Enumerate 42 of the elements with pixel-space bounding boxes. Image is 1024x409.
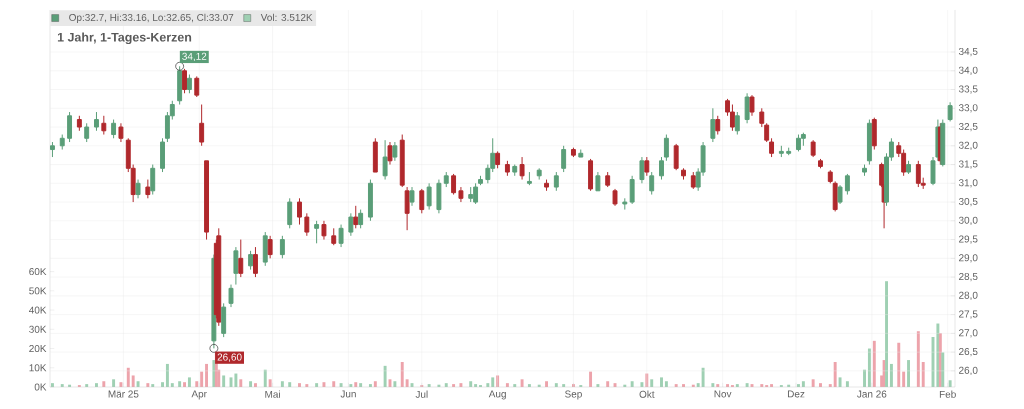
x-tick-label: Apr: [191, 390, 207, 400]
x-tick-label: Aug: [488, 390, 506, 400]
y-tick-label: 29,0: [959, 254, 978, 263]
text: 1 Jahr, 1-Tages-Kerzen: [57, 32, 192, 45]
y-tick-label: 33,5: [958, 85, 978, 94]
x-tick-label: Mai: [265, 390, 280, 398]
annotation: 26,60: [217, 353, 242, 362]
y-tick-label: 31,0: [958, 179, 978, 188]
legend-label: Vol: 3.512K: [260, 13, 313, 21]
y-tick-label: 27,5: [959, 310, 978, 319]
y2-tick-label: 50K: [29, 287, 47, 295]
x-tick-label: Jun: [340, 390, 356, 398]
y-tick-label: 33,0: [958, 104, 978, 113]
y2-tick-label: 20K: [29, 345, 47, 353]
y-tick-label: 31,5: [958, 160, 978, 169]
x-tick-label: Dez: [787, 390, 805, 398]
y2-tick-label: 60K: [29, 268, 47, 276]
y-tick-label: 28,0: [959, 291, 978, 300]
y-tick-label: 30,0: [958, 216, 978, 225]
y-tick-label: 29,5: [959, 235, 978, 244]
x-tick-label: Okt: [639, 390, 655, 398]
annotation: 34,12: [182, 52, 207, 62]
y2-tick-label: 40K: [28, 306, 47, 314]
x-tick-label: Jul: [415, 390, 428, 398]
y-tick-label: 34,5: [958, 47, 978, 57]
y-tick-label: 27,0: [959, 329, 978, 338]
y-tick-label: 34,0: [958, 66, 978, 75]
x-tick-label: Sep: [565, 390, 582, 400]
legend-label: Op:32.7, Hi:33.16, Lo:32.65, Cl:33.07: [69, 13, 234, 23]
y2-tick-label: 10K: [29, 364, 47, 372]
y-tick-label: 32,5: [958, 122, 978, 132]
y-tick-label: 26,0: [959, 366, 978, 375]
y2-tick-label: 0K: [34, 383, 47, 391]
x-tick-label: Jan 26: [857, 390, 887, 398]
x-tick-label: Mär 25: [108, 390, 139, 398]
y2-tick-label: 30K: [29, 325, 47, 333]
y-tick-label: 30,5: [958, 197, 978, 207]
y-tick-label: 32,0: [958, 141, 978, 150]
y-tick-label: 28,5: [959, 272, 978, 282]
x-tick-label: Nov: [714, 390, 732, 398]
y-tick-label: 26,5: [959, 348, 978, 357]
x-tick-label: Feb: [939, 390, 956, 398]
